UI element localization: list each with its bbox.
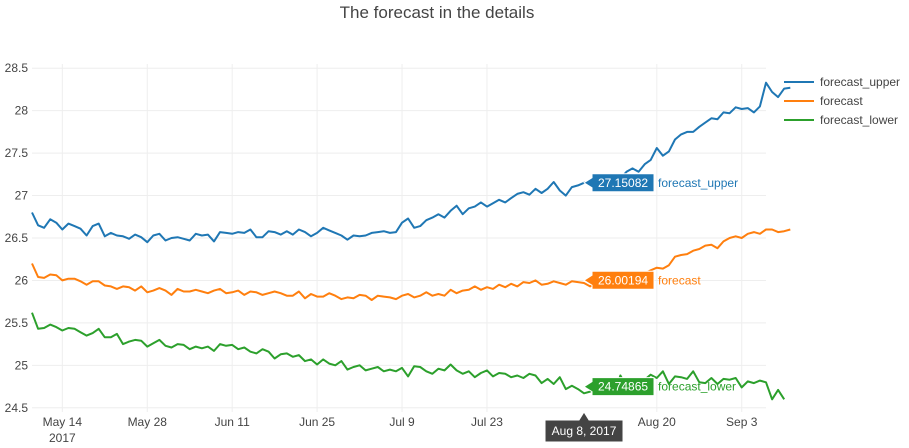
hover-layer: 27.15082 forecast_upper 26.00194 forecast 24… bbox=[544, 173, 738, 443]
y-tick-label: 28 bbox=[15, 104, 29, 118]
legend-label: forecast_lower bbox=[820, 113, 898, 127]
hover-series-name: forecast_upper bbox=[658, 176, 738, 190]
hover-series-name: forecast bbox=[658, 273, 701, 287]
y-tick-label: 25.5 bbox=[5, 316, 29, 330]
hover-label-forecast: 26.00194 forecast bbox=[583, 270, 701, 290]
x-tick-label: Jun 11 bbox=[215, 415, 250, 429]
legend-item-forecast[interactable]: forecast bbox=[784, 94, 863, 108]
hover-value-box bbox=[583, 270, 655, 290]
series-line-forecast_upper bbox=[31, 81, 791, 244]
hover-label-forecast_lower: 24.74865 forecast_lower bbox=[583, 377, 736, 397]
legend-label: forecast bbox=[820, 94, 863, 108]
x-tick-label: Jul 23 bbox=[471, 415, 503, 429]
y-gridlines bbox=[32, 67, 766, 409]
hover-label-forecast_upper: 27.15082 forecast_upper bbox=[583, 173, 738, 193]
hover-x-box bbox=[544, 411, 624, 443]
legend[interactable]: forecast_upper forecast forecast_lower bbox=[784, 75, 900, 127]
x-tick-label: Sep 3 bbox=[726, 415, 758, 429]
hover-series-name: forecast_lower bbox=[658, 380, 736, 394]
x-tick-sublabel: 2017 bbox=[49, 431, 76, 445]
x-tick-label: Jul 9 bbox=[389, 415, 415, 429]
hover-value-box bbox=[583, 173, 655, 193]
hover-value: 26.00194 bbox=[598, 273, 648, 287]
x-axis: May 14 2017 May 28 Jun 11 Jun 25 Jul 9 Jul 23 A… bbox=[43, 415, 758, 445]
legend-item-forecast_upper[interactable]: forecast_upper bbox=[784, 75, 900, 89]
y-axis: 24.5 25 25.5 26 26.5 27 27.5 28 28.5 bbox=[5, 61, 29, 415]
x-tick-label: May 14 bbox=[43, 415, 83, 429]
legend-label: forecast_upper bbox=[820, 75, 900, 89]
y-tick-label: 27.5 bbox=[5, 146, 29, 160]
y-tick-label: 28.5 bbox=[5, 61, 29, 75]
y-tick-label: 27 bbox=[15, 189, 29, 203]
x-tick-label: Aug 20 bbox=[638, 415, 676, 429]
hover-x-text: Aug 8, 2017 bbox=[552, 424, 617, 438]
chart-title: The forecast in the details bbox=[340, 3, 535, 22]
y-tick-label: 24.5 bbox=[5, 401, 29, 415]
hover-value: 27.15082 bbox=[598, 176, 648, 190]
legend-item-forecast_lower[interactable]: forecast_lower bbox=[784, 113, 898, 127]
y-tick-label: 26 bbox=[15, 273, 29, 287]
x-tick-label: May 28 bbox=[128, 415, 168, 429]
y-tick-label: 26.5 bbox=[5, 231, 29, 245]
hover-x-label: Aug 8, 2017 bbox=[544, 411, 624, 443]
hover-value-box bbox=[583, 377, 655, 397]
y-tick-label: 25 bbox=[15, 358, 29, 372]
series-layer bbox=[31, 81, 791, 401]
hover-value: 24.74865 bbox=[598, 380, 648, 394]
series-line-forecast_lower bbox=[31, 312, 786, 401]
x-tick-label: Jun 25 bbox=[299, 415, 335, 429]
series-line-forecast bbox=[31, 228, 791, 301]
